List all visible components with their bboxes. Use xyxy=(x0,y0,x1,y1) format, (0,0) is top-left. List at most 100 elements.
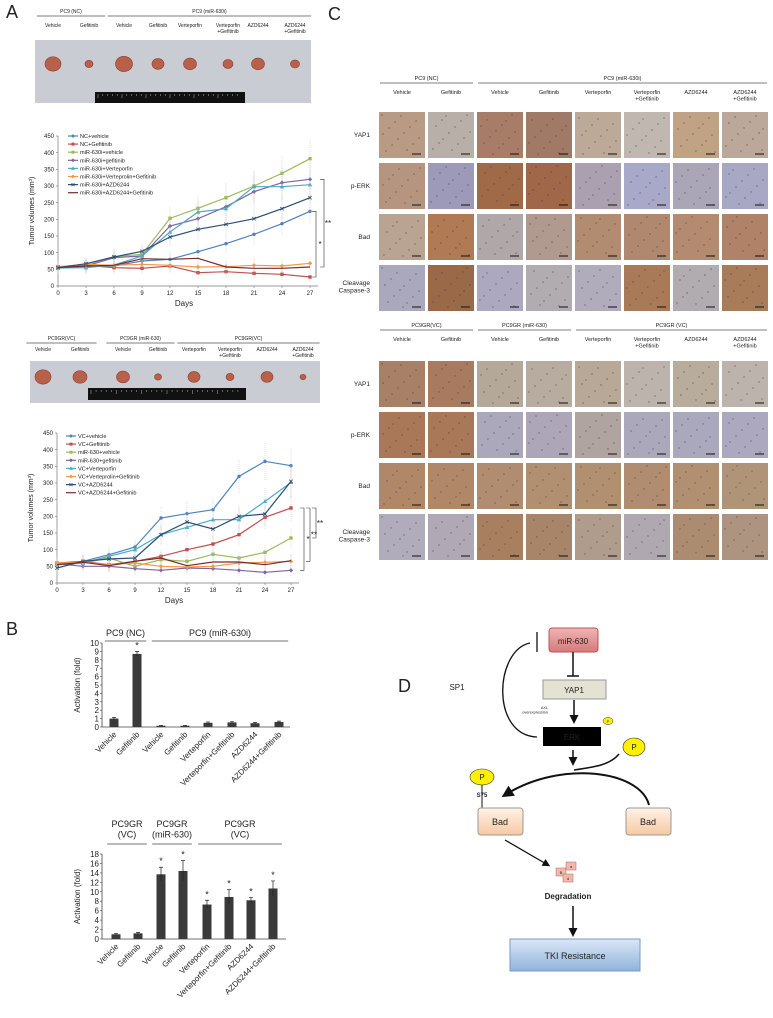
y-tick-label: 7 xyxy=(95,664,100,673)
cell-nucleus xyxy=(537,402,539,404)
cell-nucleus xyxy=(447,555,449,557)
cell-nucleus xyxy=(635,547,637,549)
data-point xyxy=(69,442,73,446)
cell-nucleus xyxy=(551,241,553,243)
cell-nucleus xyxy=(725,445,727,447)
tumor xyxy=(260,371,274,383)
cell-nucleus xyxy=(661,170,663,172)
cell-nucleus xyxy=(577,240,579,242)
column-label: Vehicle xyxy=(491,90,509,96)
cell-nucleus xyxy=(540,379,542,381)
ihc-tile xyxy=(526,265,572,311)
cell-nucleus xyxy=(534,385,536,387)
column-label: AZD6244 +Gefitinib xyxy=(284,23,305,35)
cell-nucleus xyxy=(512,235,514,237)
cell-nucleus xyxy=(529,421,531,423)
cell-nucleus xyxy=(639,192,641,194)
error-bar xyxy=(112,716,116,720)
cell-nucleus xyxy=(482,474,484,476)
cell-nucleus xyxy=(596,541,598,543)
cell-nucleus xyxy=(677,377,679,379)
cell-nucleus xyxy=(744,197,746,199)
cell-nucleus xyxy=(509,218,511,220)
bad-phosphate-label: P xyxy=(479,773,484,782)
cell-nucleus xyxy=(698,127,700,129)
cell-nucleus xyxy=(605,501,607,503)
cell-nucleus xyxy=(727,545,729,547)
cell-nucleus xyxy=(486,272,488,274)
significance-star: * xyxy=(318,240,321,249)
cell-nucleus xyxy=(630,430,632,432)
data-point xyxy=(107,557,111,561)
cell-nucleus xyxy=(461,190,463,192)
ihc-tile xyxy=(477,361,523,407)
group-label: PC9GR (miR-630) xyxy=(152,819,192,839)
phosphate-arrow xyxy=(573,753,620,771)
cell-nucleus xyxy=(469,131,471,133)
ihc-image xyxy=(624,514,670,560)
cell-nucleus xyxy=(404,451,406,453)
cell-nucleus xyxy=(724,528,726,530)
bar xyxy=(274,721,284,727)
cell-nucleus xyxy=(760,232,762,234)
cell-nucleus xyxy=(409,126,411,128)
series-line xyxy=(57,262,311,268)
ihc-image xyxy=(722,265,768,311)
cell-nucleus xyxy=(548,473,550,475)
cell-nucleus xyxy=(542,230,544,232)
cell-nucleus xyxy=(435,125,437,127)
cell-nucleus xyxy=(415,369,417,371)
cell-nucleus xyxy=(689,116,691,118)
cell-nucleus xyxy=(392,474,394,476)
cell-nucleus xyxy=(455,496,457,498)
cell-nucleus xyxy=(655,476,657,478)
data-point xyxy=(71,158,75,163)
group-label: PC9GR(VC) xyxy=(224,819,256,839)
cell-nucleus xyxy=(689,269,691,271)
data-point xyxy=(185,511,189,516)
cell-nucleus xyxy=(689,518,691,520)
cell-nucleus xyxy=(607,448,609,450)
cell-nucleus xyxy=(729,192,731,194)
cell-nucleus xyxy=(736,516,738,518)
cell-nucleus xyxy=(539,553,541,555)
cell-nucleus xyxy=(698,376,700,378)
cell-nucleus xyxy=(403,285,405,287)
cell-nucleus xyxy=(386,480,388,482)
ihc-image xyxy=(428,514,474,560)
cell-nucleus xyxy=(543,147,545,149)
cell-nucleus xyxy=(655,227,657,229)
cell-nucleus xyxy=(468,254,470,256)
cell-nucleus xyxy=(410,445,412,447)
column-label: Vehicle xyxy=(491,337,509,343)
cell-nucleus xyxy=(638,122,640,124)
cell-nucleus xyxy=(592,245,594,247)
error-bar xyxy=(249,897,253,904)
cell-nucleus xyxy=(728,173,730,175)
cell-nucleus xyxy=(388,427,390,429)
cell-nucleus xyxy=(412,296,414,298)
cell-nucleus xyxy=(615,389,617,391)
cell-nucleus xyxy=(381,363,383,365)
error-bar xyxy=(136,932,140,935)
data-point xyxy=(211,552,215,557)
ihc-tile xyxy=(428,463,474,509)
cell-nucleus xyxy=(399,289,401,291)
cell-nucleus xyxy=(595,471,597,473)
cell-nucleus xyxy=(491,236,493,238)
cell-nucleus xyxy=(629,151,631,153)
significance-star: ** xyxy=(317,519,323,528)
tumor xyxy=(290,59,300,69)
cell-nucleus xyxy=(727,296,729,298)
panel-label-b: B xyxy=(6,619,18,639)
cell-nucleus xyxy=(552,520,554,522)
cell-nucleus xyxy=(469,533,471,535)
x-tick-label: 6 xyxy=(107,588,111,594)
y-tick-label: 12 xyxy=(90,878,99,887)
cell-nucleus xyxy=(647,286,649,288)
cell-nucleus xyxy=(752,387,754,389)
cell-nucleus xyxy=(489,538,491,540)
cell-nucleus xyxy=(708,168,710,170)
ihc-image xyxy=(624,214,670,260)
